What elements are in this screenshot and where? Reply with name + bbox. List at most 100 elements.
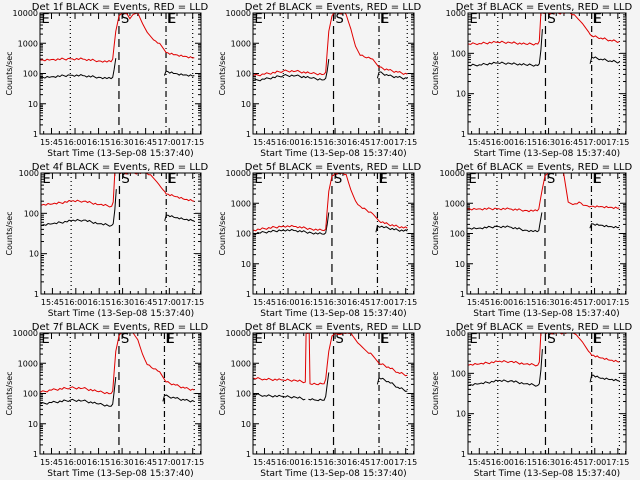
y-tick-label: 1000 xyxy=(231,39,251,48)
marker-label: S xyxy=(334,172,342,187)
panel-title: Det 2f BLACK = Events, RED = LLD xyxy=(245,2,422,13)
x-tick-label: 17:00 xyxy=(583,458,606,467)
x-tick-label: 16:15 xyxy=(514,138,537,147)
y-axis-label: Counts/sec xyxy=(218,51,227,95)
y-axis-label: Counts/sec xyxy=(218,371,227,415)
marker-label: S xyxy=(121,332,129,347)
x-tick-label: 17:00 xyxy=(371,298,394,307)
y-tick-label: 10000 xyxy=(226,329,251,338)
x-tick-label: 17:00 xyxy=(583,138,606,147)
panel-det-7f: Det 7f BLACK = Events, RED = LLD Counts/s… xyxy=(5,322,208,479)
plot-frame xyxy=(252,332,415,455)
events-series-line xyxy=(163,70,195,77)
marker-label: S xyxy=(336,12,344,27)
x-tick-label: 16:00 xyxy=(491,138,514,147)
x-tick-label: 16:00 xyxy=(276,138,299,147)
plot-frame xyxy=(39,12,202,135)
marker-label: E xyxy=(379,172,387,187)
plot-frame xyxy=(466,172,627,295)
y-tick-label: 1000 xyxy=(231,199,251,208)
x-tick-label: 16:00 xyxy=(276,458,299,467)
bracket-label: E xyxy=(167,172,175,187)
x-tick-label: 16:15 xyxy=(87,138,110,147)
x-tick-label: 17:00 xyxy=(371,458,394,467)
panel-det-9f: Det 9f BLACK = Events, RED = LLD Counts/s… xyxy=(431,322,632,479)
x-tick-label: 16:30 xyxy=(537,138,560,147)
y-tick-label: 10 xyxy=(456,410,466,419)
x-tick-label: 16:15 xyxy=(87,458,110,467)
x-tick-label: 16:00 xyxy=(64,298,87,307)
y-tick-label: 100 xyxy=(451,49,466,58)
plot-frame xyxy=(40,172,202,295)
marker-label: E xyxy=(594,12,602,27)
x-axis-label: Start Time (13-Sep-08 15:37:40) xyxy=(260,469,406,479)
marker-label: E xyxy=(168,12,176,27)
y-axis-label: Counts/sec xyxy=(431,371,440,415)
events-series-line xyxy=(467,212,543,233)
panel-title: Det 6f BLACK = Events, RED = LLD xyxy=(456,162,633,173)
marker-label: S xyxy=(547,12,555,27)
bracket-label: E xyxy=(165,332,173,347)
x-tick-label: 16:15 xyxy=(300,298,323,307)
x-axis-label: Start Time (13-Sep-08 15:37:40) xyxy=(47,149,193,159)
x-tick-label: 17:15 xyxy=(606,298,629,307)
bracket-label: E xyxy=(43,172,51,187)
marker-label: S xyxy=(336,332,344,347)
y-tick-label: 10000 xyxy=(13,329,38,338)
events-series-line xyxy=(375,224,408,233)
x-tick-label: 16:45 xyxy=(560,458,583,467)
x-axis-label: Start Time (13-Sep-08 15:37:40) xyxy=(473,309,619,319)
x-tick-label: 16:30 xyxy=(111,298,134,307)
x-tick-label: 16:15 xyxy=(513,298,536,307)
x-tick-label: 17:15 xyxy=(181,298,204,307)
y-axis-label: Counts/sec xyxy=(218,211,227,255)
y-tick-label: 1000 xyxy=(445,199,465,208)
events-series-line xyxy=(376,377,408,392)
x-tick-label: 15:45 xyxy=(253,458,276,467)
marker-label: E xyxy=(168,172,176,187)
y-axis-label: Counts/sec xyxy=(5,51,14,95)
bracket-label: E xyxy=(255,332,263,347)
x-tick-label: 16:45 xyxy=(134,298,157,307)
y-tick-label: 100 xyxy=(24,209,39,218)
marker-label: S xyxy=(547,332,555,347)
bracket-label: E xyxy=(470,12,478,27)
marker-label: S xyxy=(121,12,129,27)
x-tick-label: 15:45 xyxy=(253,298,276,307)
x-tick-label: 17:00 xyxy=(583,298,606,307)
lld-series-line xyxy=(40,13,195,63)
panel-title: Det 1f BLACK = Events, RED = LLD xyxy=(32,2,209,13)
y-axis-label: Counts/sec xyxy=(431,51,440,95)
panel-det-4f: Det 4f BLACK = Events, RED = LLD Counts/s… xyxy=(5,162,208,319)
panel-det-8f: Det 8f BLACK = Events, RED = LLD Counts/s… xyxy=(218,322,421,479)
plot-frame xyxy=(39,332,202,455)
y-tick-label: 10000 xyxy=(440,169,465,178)
events-series-line xyxy=(468,349,543,387)
x-tick-label: 17:00 xyxy=(158,458,181,467)
lld-series-line xyxy=(467,173,620,213)
y-tick-label: 1000 xyxy=(446,329,466,338)
plot-frame xyxy=(252,12,415,135)
x-tick-label: 15:45 xyxy=(253,138,276,147)
bracket-label: E xyxy=(593,12,601,27)
y-tick-label: 100 xyxy=(23,70,38,79)
panel-det-6f: Det 6f BLACK = Events, RED = LLD Counts/s… xyxy=(431,162,632,319)
y-tick-label: 100 xyxy=(236,70,251,79)
bracket-label: E xyxy=(42,332,50,347)
x-tick-label: 16:00 xyxy=(63,458,86,467)
y-tick-label: 1000 xyxy=(18,359,38,368)
x-tick-label: 15:45 xyxy=(467,298,490,307)
x-tick-label: 15:45 xyxy=(468,138,491,147)
y-tick-label: 1 xyxy=(34,290,39,299)
marker-label: E xyxy=(381,12,389,27)
x-axis-label: Start Time (13-Sep-08 15:37:40) xyxy=(48,309,194,319)
x-tick-label: 16:30 xyxy=(111,458,134,467)
events-series-line xyxy=(40,58,117,80)
lld-series-line xyxy=(253,333,408,386)
x-tick-label: 17:00 xyxy=(158,298,181,307)
events-series-line xyxy=(164,214,195,222)
bracket-label: E xyxy=(255,172,263,187)
x-tick-label: 15:45 xyxy=(468,458,491,467)
y-tick-label: 100 xyxy=(450,230,465,239)
